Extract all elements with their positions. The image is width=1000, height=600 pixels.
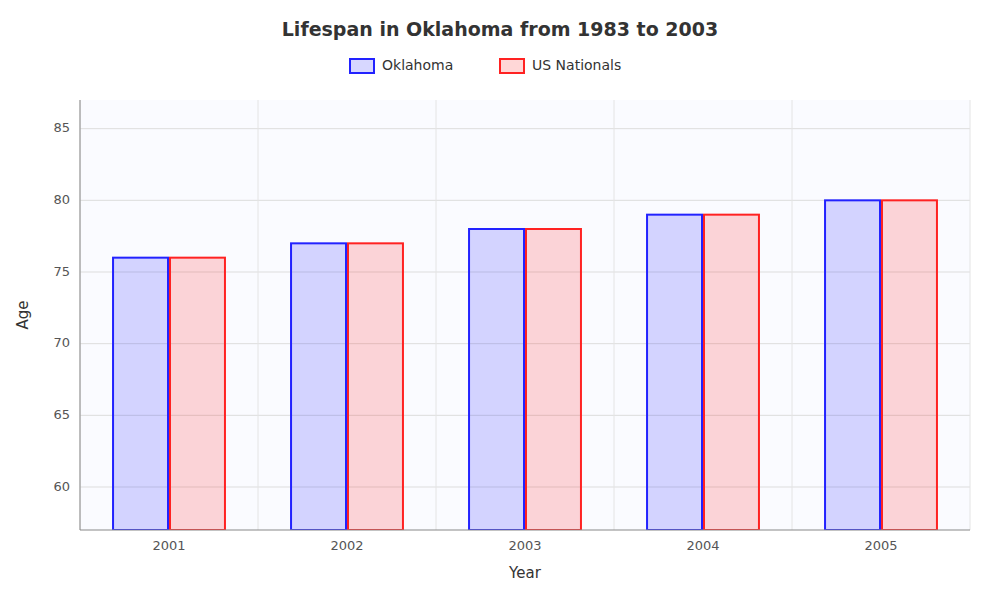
chart-container: 60 65 70 75 80 85 2001 2002 2003 2004 2005 Lifespan… <box>0 0 1000 600</box>
x-axis-label: Year <box>508 564 542 582</box>
y-tick-label: 60 <box>53 479 70 494</box>
bar <box>647 215 702 530</box>
legend: Oklahoma US Nationals <box>350 57 621 73</box>
x-tick-label: 2001 <box>152 538 185 553</box>
bar <box>170 258 225 530</box>
bar <box>882 200 937 530</box>
category-separator <box>436 100 437 530</box>
x-tick-label: 2003 <box>508 538 541 553</box>
x-axis-line <box>80 530 970 531</box>
legend-swatch <box>350 59 374 73</box>
bar <box>825 200 880 530</box>
y-axis-label: Age <box>14 300 32 329</box>
category-separator <box>258 100 259 530</box>
plot-background <box>80 100 970 530</box>
y-tick-label: 80 <box>53 192 70 207</box>
category-separator <box>970 100 971 530</box>
y-tick-label: 70 <box>53 335 70 350</box>
grid <box>80 100 970 530</box>
y-tick-label: 75 <box>53 264 70 279</box>
y-axis-line <box>80 100 81 530</box>
legend-swatch <box>500 59 524 73</box>
bar <box>704 215 759 530</box>
category-separator <box>792 100 793 530</box>
bar <box>113 258 168 530</box>
category-separator <box>614 100 615 530</box>
bar <box>469 229 524 530</box>
y-tick-label: 65 <box>53 407 70 422</box>
x-tick-label: 2002 <box>330 538 363 553</box>
category-separator <box>80 100 81 530</box>
bars <box>113 200 937 530</box>
x-tick-label: 2004 <box>686 538 719 553</box>
legend-label: US Nationals <box>532 57 621 73</box>
legend-label: Oklahoma <box>382 57 453 73</box>
chart: 60 65 70 75 80 85 2001 2002 2003 2004 2005 Lifespan… <box>0 0 1000 600</box>
y-tick-label: 85 <box>53 120 70 135</box>
grid-line <box>80 128 970 129</box>
bar <box>348 243 403 530</box>
x-tick-label: 2005 <box>864 538 897 553</box>
title: Lifespan in Oklahoma from 1983 to 2003 <box>282 18 718 40</box>
bar <box>526 229 581 530</box>
bar <box>291 243 346 530</box>
